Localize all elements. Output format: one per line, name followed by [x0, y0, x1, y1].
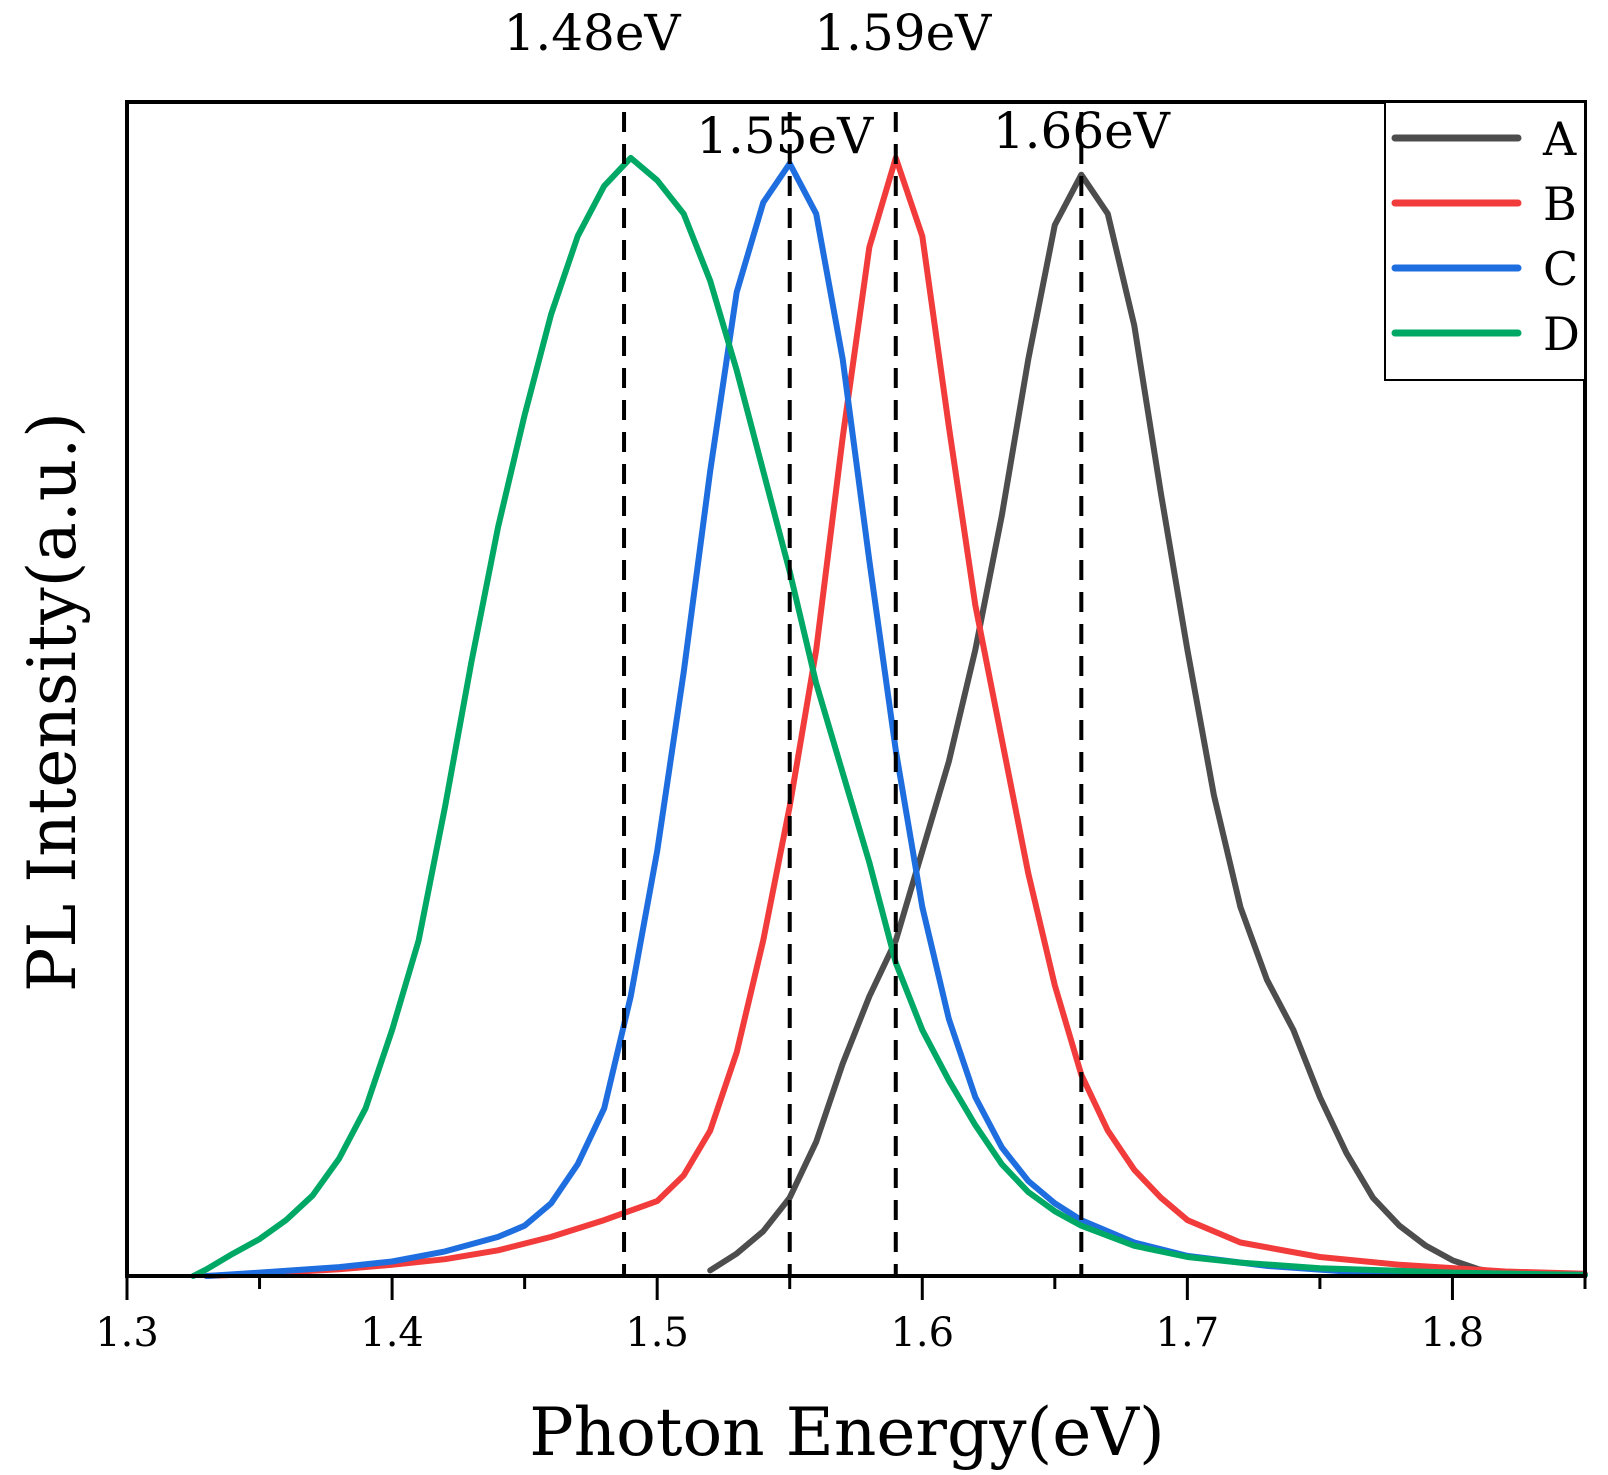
peak-marker-label: 1.59eV	[814, 4, 992, 62]
series-line-a	[707, 171, 1588, 1278]
series-line-d	[190, 154, 1588, 1279]
legend-label-a: A	[1542, 112, 1577, 166]
peak-marker-label: 1.55eV	[696, 107, 874, 165]
x-tick-label: 1.6	[890, 1310, 954, 1356]
series-layer	[190, 154, 1588, 1279]
x-tick-label: 1.4	[360, 1310, 424, 1356]
legend-label-b: B	[1543, 177, 1577, 231]
plot-frame	[125, 100, 1587, 1278]
series-line-c	[203, 160, 1588, 1279]
y-axis-title: PL Intensity(a.u.)	[14, 412, 91, 992]
x-tick-label: 1.7	[1156, 1310, 1220, 1356]
x-tick-label: 1.3	[95, 1310, 159, 1356]
x-axis: 1.3 1.4 1.5 1.6 1.7 1.8	[95, 1276, 1587, 1356]
x-axis-title: Photon Energy(eV)	[529, 1394, 1164, 1471]
series-line-b	[203, 154, 1588, 1279]
legend-label-d: D	[1543, 307, 1580, 361]
peak-marker-label: 1.66eV	[993, 102, 1171, 160]
peak-marker-label: 1.48eV	[504, 4, 682, 62]
x-tick-label: 1.8	[1421, 1310, 1485, 1356]
x-tick-label: 1.5	[625, 1310, 689, 1356]
legend-label-c: C	[1543, 242, 1578, 296]
